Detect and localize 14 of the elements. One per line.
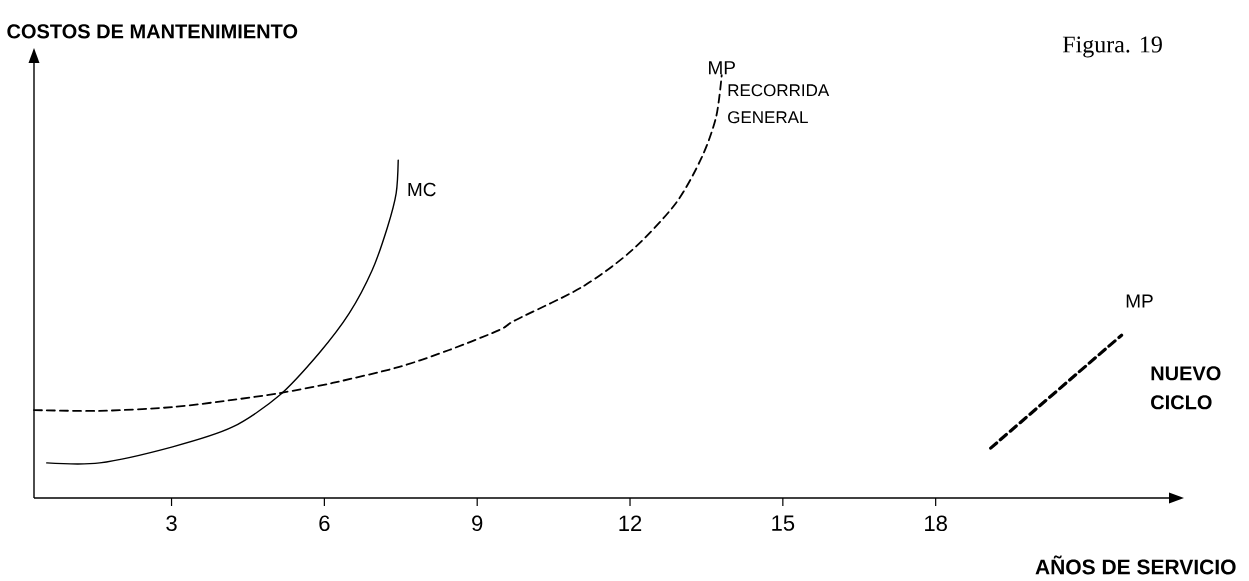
annotation: RECORRIDA GENERAL bbox=[728, 84, 830, 124]
annotation: NUEVO CICLO bbox=[1151, 366, 1221, 410]
x-tick-label: 18 bbox=[925, 515, 947, 532]
series-label: MC bbox=[408, 182, 436, 197]
series-label: MP bbox=[709, 61, 735, 75]
x-tick-label: 3 bbox=[166, 515, 177, 532]
x-tick-label: 12 bbox=[619, 515, 642, 531]
x-tick-label: 9 bbox=[472, 515, 483, 532]
y-axis-title: COSTOS DE MANTENIMIENTO bbox=[7, 24, 298, 39]
series-label: MP bbox=[1126, 294, 1153, 308]
x-tick-label: 15 bbox=[772, 515, 795, 531]
x-axis-title: AÑOS DE SERVICIO bbox=[1035, 555, 1236, 575]
x-tick-label: 6 bbox=[319, 515, 330, 532]
text: Figura. 19 bbox=[1062, 36, 1162, 58]
